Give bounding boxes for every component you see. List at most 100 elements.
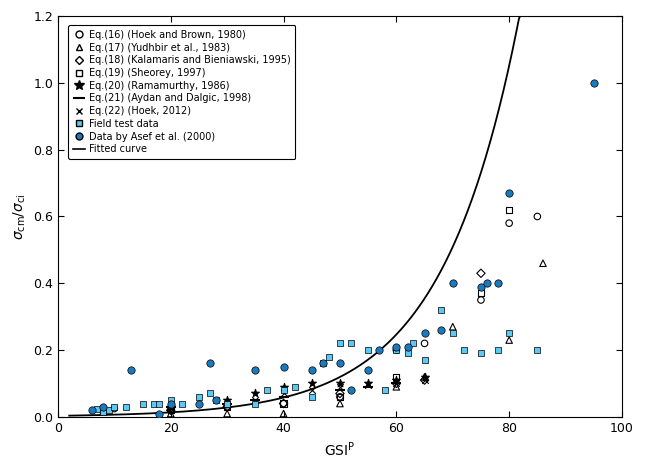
Point: [166, 400, 176, 407]
Point: [250, 390, 261, 397]
Point: [205, 390, 215, 397]
Point: [250, 396, 261, 404]
Point: [363, 383, 373, 391]
Point: [532, 213, 542, 220]
Point: [448, 280, 458, 287]
Point: [448, 323, 458, 330]
Point: [408, 340, 419, 347]
Point: [98, 403, 108, 411]
Legend: Eq.(16) (Hoek and Brown, 1980), Eq.(17) (Yudhbir et al., 1983), Eq.(18) (Kalamar: Eq.(16) (Hoek and Brown, 1980), Eq.(17) …: [68, 25, 295, 159]
Point: [279, 400, 289, 407]
Point: [419, 340, 430, 347]
Point: [481, 280, 491, 287]
Point: [391, 376, 401, 384]
Point: [306, 380, 317, 387]
Point: [279, 363, 289, 370]
Point: [154, 400, 164, 407]
Point: [538, 259, 548, 267]
Point: [335, 386, 345, 394]
Point: [476, 269, 486, 277]
Point: [166, 403, 176, 411]
Point: [279, 393, 289, 400]
Point: [98, 408, 108, 415]
Point: [346, 386, 357, 394]
Point: [205, 360, 215, 367]
X-axis label: GSI$^{\rm P}$: GSI$^{\rm P}$: [324, 440, 355, 459]
Point: [194, 400, 204, 407]
Point: [211, 396, 221, 404]
Point: [194, 393, 204, 400]
Point: [222, 400, 232, 407]
Point: [493, 280, 503, 287]
Point: [391, 343, 401, 351]
Point: [279, 400, 289, 407]
Point: [109, 405, 119, 412]
Point: [306, 393, 317, 400]
Point: [391, 383, 401, 391]
Point: [493, 346, 503, 354]
Point: [391, 373, 401, 381]
Point: [391, 346, 401, 354]
Point: [166, 407, 176, 414]
Point: [476, 296, 486, 304]
Point: [318, 360, 328, 367]
Point: [363, 346, 373, 354]
Point: [402, 350, 413, 357]
Point: [391, 380, 401, 387]
Point: [504, 189, 514, 197]
Point: [419, 356, 430, 364]
Point: [222, 400, 232, 407]
Point: [459, 346, 469, 354]
Point: [177, 400, 187, 407]
Point: [363, 366, 373, 374]
Point: [324, 353, 334, 360]
Point: [279, 400, 289, 407]
Point: [306, 366, 317, 374]
Point: [476, 350, 486, 357]
Point: [166, 396, 176, 404]
Point: [250, 396, 261, 404]
Point: [436, 326, 446, 334]
Point: [504, 329, 514, 337]
Point: [279, 390, 289, 397]
Point: [98, 408, 108, 415]
Point: [250, 400, 261, 407]
Point: [335, 393, 345, 400]
Point: [306, 386, 317, 394]
Point: [335, 383, 345, 391]
Point: [279, 386, 289, 394]
Point: [335, 380, 345, 387]
Point: [261, 386, 272, 394]
Point: [374, 346, 384, 354]
Point: [166, 407, 176, 414]
Point: [222, 396, 232, 404]
Point: [335, 390, 345, 397]
Point: [448, 329, 458, 337]
Point: [222, 403, 232, 411]
Point: [335, 400, 345, 407]
Point: [380, 386, 390, 394]
Point: [391, 346, 401, 354]
Point: [419, 376, 430, 384]
Point: [154, 410, 164, 417]
Point: [86, 407, 97, 414]
Point: [363, 381, 373, 389]
Point: [391, 380, 401, 387]
Point: [104, 407, 114, 414]
Point: [335, 340, 345, 347]
Y-axis label: $\sigma_{\rm cm}/\sigma_{\rm ci}$: $\sigma_{\rm cm}/\sigma_{\rm ci}$: [11, 193, 28, 240]
Point: [250, 366, 261, 374]
Point: [589, 79, 599, 86]
Point: [504, 337, 514, 344]
Point: [290, 383, 300, 391]
Point: [363, 380, 373, 387]
Point: [476, 290, 486, 297]
Point: [279, 383, 289, 391]
Point: [436, 306, 446, 314]
Point: [98, 407, 108, 414]
Point: [121, 403, 131, 411]
Point: [402, 343, 413, 351]
Point: [166, 405, 176, 412]
Point: [166, 410, 176, 417]
Point: [318, 360, 328, 367]
